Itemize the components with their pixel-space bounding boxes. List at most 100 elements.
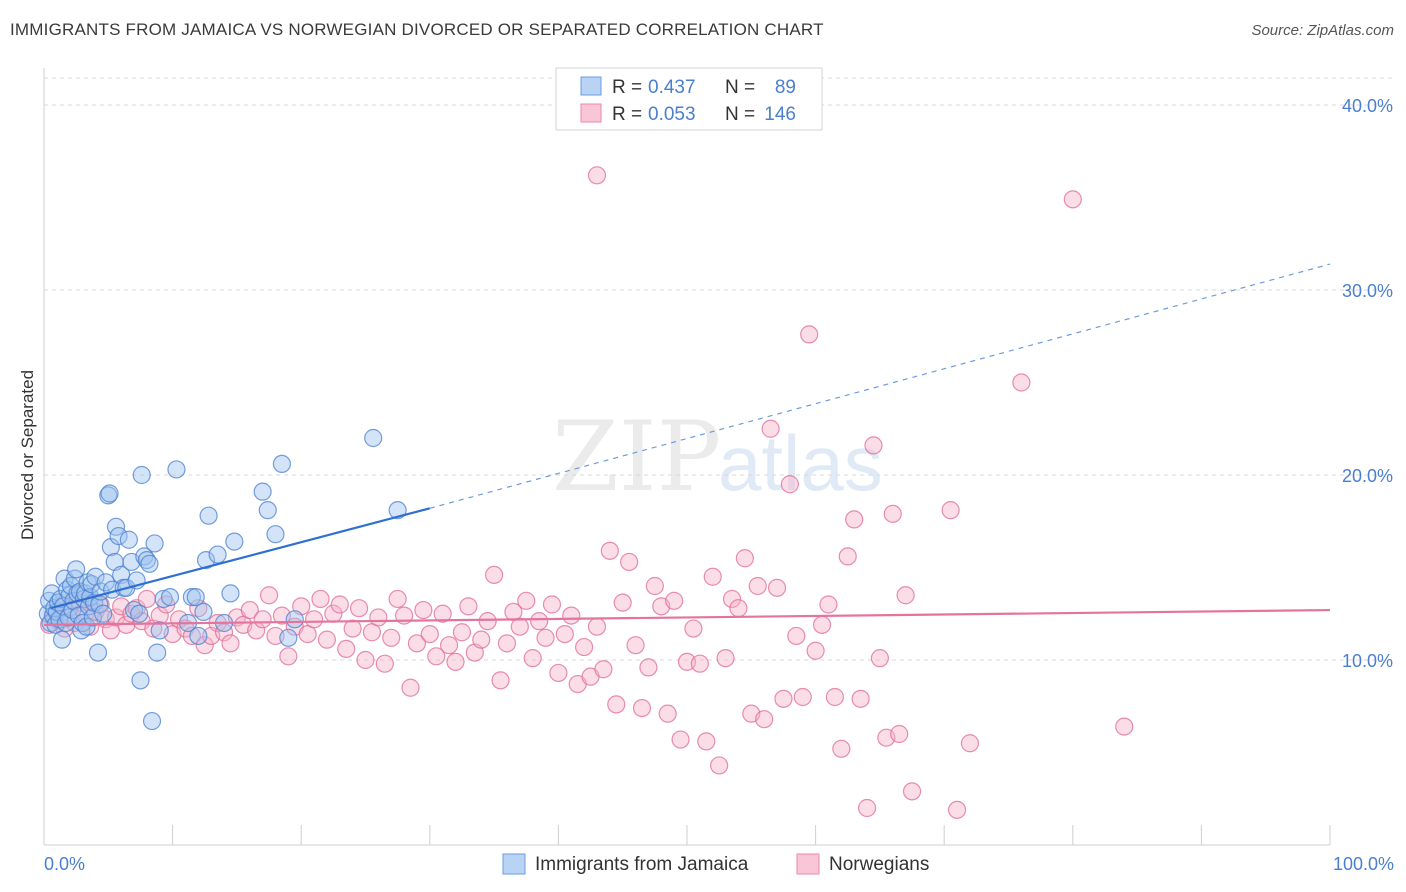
jamaica-point	[266, 525, 285, 544]
y-axis-label: Divorced or Separated	[18, 370, 37, 540]
norwegians-point	[337, 639, 356, 659]
norwegians-point	[825, 687, 844, 707]
norwegians-point	[542, 595, 562, 614]
norwegians-point	[510, 617, 529, 636]
bottom-legend-label-jamaica: Immigrants from Jamaica	[535, 854, 749, 875]
jamaica-point	[388, 501, 407, 520]
norwegians-point	[767, 578, 787, 597]
jamaica-point	[52, 630, 72, 649]
watermark-zip: ZIP	[552, 401, 721, 513]
jamaica-point	[208, 545, 227, 564]
jamaica-point	[182, 587, 201, 607]
norwegians-point	[819, 595, 838, 614]
norwegians-point	[330, 595, 349, 614]
norwegians-point	[774, 689, 793, 708]
legend-swatch-blue	[580, 76, 602, 96]
norwegians-point	[613, 593, 632, 612]
series-legend: Immigrants from Jamaica Norwegians	[502, 853, 929, 875]
norwegians-point	[1115, 717, 1134, 736]
jamaica-point	[94, 604, 113, 623]
source-credit: Source: ZipAtlas.com	[1251, 22, 1394, 39]
norwegians-point	[870, 649, 890, 668]
trend-line-jamaica	[50, 507, 431, 610]
legend-r-value-2: 0.053	[648, 104, 696, 125]
norwegians-point	[793, 687, 812, 707]
jamaica-point	[42, 584, 61, 603]
norwegians-point	[452, 623, 472, 642]
norwegians-point	[587, 617, 607, 636]
jamaica-point	[279, 628, 298, 647]
norwegians-point	[729, 599, 748, 618]
jamaica-point	[167, 460, 186, 479]
trend-lines	[43, 263, 1331, 626]
norwegians-point	[523, 649, 542, 668]
norwegians-point	[755, 710, 774, 729]
jamaica-point	[130, 604, 149, 623]
jamaica-point	[253, 482, 272, 501]
jamaica-point	[140, 554, 159, 573]
jamaica-point	[186, 587, 205, 607]
norwegians-point	[645, 576, 664, 596]
norwegians-point	[459, 597, 478, 616]
norwegians-point	[890, 724, 909, 744]
norwegians-point	[851, 689, 870, 708]
bottom-legend-swatch-blue	[502, 853, 526, 875]
norwegians-point	[433, 604, 452, 623]
jamaica-point	[364, 428, 383, 448]
jamaica-point	[160, 587, 180, 607]
norwegians-point	[748, 576, 767, 596]
norwegians-point	[632, 698, 652, 718]
norwegians-point	[478, 612, 497, 631]
norwegians-point	[472, 630, 491, 649]
y-tick-label: 40.0%	[1342, 96, 1393, 116]
norwegians-point	[671, 730, 690, 749]
jamaica-point	[132, 465, 151, 485]
jamaica-point	[131, 671, 150, 690]
norwegians-point	[710, 756, 729, 775]
jamaica-point	[225, 532, 244, 551]
norwegians-point	[349, 599, 369, 618]
legend-swatch-pink	[580, 103, 602, 123]
norwegians-point	[420, 624, 439, 644]
norwegians-point	[832, 739, 851, 758]
legend-n-label-2: N =	[725, 104, 755, 125]
norwegians-point	[356, 650, 375, 670]
jamaica-point	[258, 501, 277, 520]
jamaica-point	[150, 621, 169, 640]
norwegians-point	[722, 589, 742, 609]
jamaica-point	[96, 573, 115, 592]
norwegians-point	[549, 663, 568, 683]
norwegians-point	[735, 549, 754, 568]
norwegians-point	[883, 504, 902, 523]
jamaica-point	[154, 589, 173, 609]
norwegians-point	[703, 567, 722, 586]
y-tick-label: 20.0%	[1342, 466, 1393, 486]
norwegians-point	[369, 608, 388, 627]
bottom-legend-label-norwegians: Norwegians	[829, 854, 929, 875]
norwegians-point	[761, 419, 780, 438]
norwegians-point	[517, 591, 536, 610]
norwegians-point	[812, 615, 832, 634]
norwegians-point	[845, 510, 864, 529]
norwegians-point	[697, 732, 716, 751]
x-tick-label-max: 100.0%	[1333, 854, 1394, 874]
legend-r-value-1: 0.437	[648, 77, 696, 98]
jamaica-point	[100, 484, 119, 503]
norwegians-point	[485, 565, 504, 585]
jamaica-point	[189, 626, 208, 646]
norwegians-point	[259, 586, 279, 605]
norwegians-point	[311, 589, 330, 609]
jamaica-point	[221, 584, 240, 603]
norwegians-point	[414, 600, 433, 620]
jamaica-point	[142, 711, 162, 731]
norwegians-point	[536, 628, 555, 647]
norwegians-point	[427, 647, 446, 666]
norwegians-point	[800, 325, 819, 344]
norwegians-point	[555, 624, 574, 644]
y-tick-label: 10.0%	[1342, 651, 1393, 671]
norwegians-point	[491, 671, 510, 690]
legend-n-label-1: N =	[725, 77, 755, 98]
jamaica-point	[196, 550, 216, 570]
norwegians-point	[600, 541, 619, 560]
legend-r-label-1: R =	[612, 77, 642, 98]
